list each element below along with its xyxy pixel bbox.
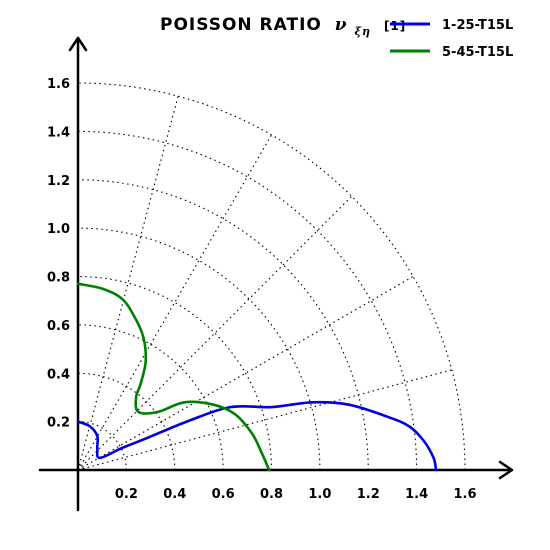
grid-arc: [77, 324, 224, 471]
axes: [38, 36, 514, 512]
y-tick-label: 0.2: [47, 416, 70, 431]
x-axis-arrow: [498, 460, 514, 480]
y-tick-label: 1.2: [47, 174, 70, 189]
grid-arc: [77, 275, 273, 471]
y-tick-label: 0.4: [47, 367, 70, 382]
y-tick-label: 0.8: [47, 271, 70, 286]
x-tick-label: 1.2: [357, 487, 380, 502]
series: [76, 282, 438, 472]
grid-arc: [77, 82, 466, 471]
x-tick-label: 0.6: [212, 487, 235, 502]
grid-spoke: [77, 96, 179, 471]
grid-spoke: [77, 195, 353, 471]
title-subscript: ξη: [355, 25, 372, 38]
y-tick-label: 1.4: [47, 125, 70, 140]
grid-arc: [77, 130, 418, 471]
tick-labels: 0.2 0.4 0.6 0.8 1.0 1.2 1.4 1.6 0.2 0.4 0.6 0.8 1.0 1…: [47, 77, 477, 502]
y-tick-label: 1.0: [47, 222, 70, 237]
grid: [77, 82, 466, 471]
title-text: POISSON RATIO: [160, 15, 322, 35]
x-tick-label: 1.6: [453, 487, 476, 502]
title-symbol: ν: [335, 15, 348, 35]
title-unit: [1]: [384, 19, 406, 33]
x-tick-label: 1.0: [308, 487, 331, 502]
x-tick-label: 0.8: [260, 487, 283, 502]
x-tick-label: 1.4: [405, 487, 428, 502]
x-tick-label: 0.2: [115, 487, 138, 502]
series-line-5-45-T15L: [76, 282, 271, 472]
series-line-1-25-T15L: [76, 400, 438, 472]
legend: 1-25-T15L 5-45-T15L: [390, 18, 513, 60]
x-tick-label: 0.4: [163, 487, 186, 502]
y-tick-label: 0.6: [47, 319, 70, 334]
grid-arc: [77, 372, 176, 471]
legend-label-5-45-T15L: 5-45-T15L: [442, 45, 513, 60]
y-axis-arrow: [68, 36, 88, 52]
chart-title: POISSON RATIO ν ξη [1]: [160, 15, 406, 40]
y-tick-label: 1.6: [47, 77, 70, 92]
legend-label-1-25-T15L: 1-25-T15L: [442, 18, 513, 33]
